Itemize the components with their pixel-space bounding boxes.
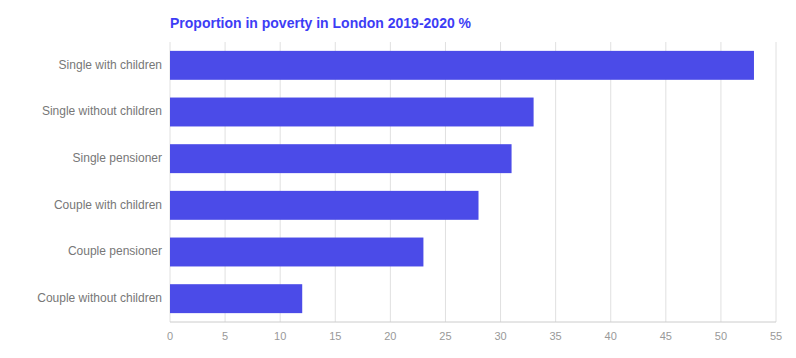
tick-label: 55	[770, 330, 782, 342]
bar	[170, 238, 423, 267]
tick-label: 25	[439, 330, 451, 342]
tick-label: 35	[550, 330, 562, 342]
bar	[170, 191, 479, 220]
tick-label: 0	[167, 330, 173, 342]
grid-line	[225, 42, 226, 322]
grid-line	[280, 42, 281, 322]
grid-line	[776, 42, 777, 322]
tick-label: 45	[660, 330, 672, 342]
tick-label: 20	[384, 330, 396, 342]
bar	[170, 51, 754, 80]
bar	[170, 144, 512, 173]
category-label: Single without children	[42, 104, 162, 118]
grid-line	[445, 42, 446, 322]
category-label: Couple with children	[54, 198, 162, 212]
tick-label: 10	[274, 330, 286, 342]
bar	[170, 284, 302, 313]
tick-label: 40	[605, 330, 617, 342]
bar	[170, 98, 534, 127]
grid-line	[500, 42, 501, 322]
category-label: Couple without children	[37, 291, 162, 305]
category-label: Couple pensioner	[68, 244, 162, 258]
axis-line	[170, 322, 776, 323]
tick-label: 30	[494, 330, 506, 342]
title: Proportion in poverty in London 2019-202…	[170, 15, 472, 31]
tick-label: 15	[329, 330, 341, 342]
y-axis: Single with children Single without child…	[37, 58, 162, 305]
tick-label: 50	[715, 330, 727, 342]
grid-line	[555, 42, 556, 322]
grid-line	[610, 42, 611, 322]
tick-label: 5	[222, 330, 228, 342]
grid-line	[720, 42, 721, 322]
grid-line	[665, 42, 666, 322]
bars	[170, 51, 754, 313]
chart: Proportion in poverty in London 2019-202…	[0, 0, 796, 358]
grid-line	[390, 42, 391, 322]
chart-container: Proportion in poverty in London 2019-202…	[0, 0, 796, 358]
grid-line	[170, 42, 171, 322]
grid-line	[335, 42, 336, 322]
x-axis: 0 5 10 15 20 25 30 35 40 45 50 55	[167, 322, 782, 342]
category-label: Single with children	[59, 58, 162, 72]
grid	[170, 42, 776, 322]
category-label: Single pensioner	[73, 151, 162, 165]
